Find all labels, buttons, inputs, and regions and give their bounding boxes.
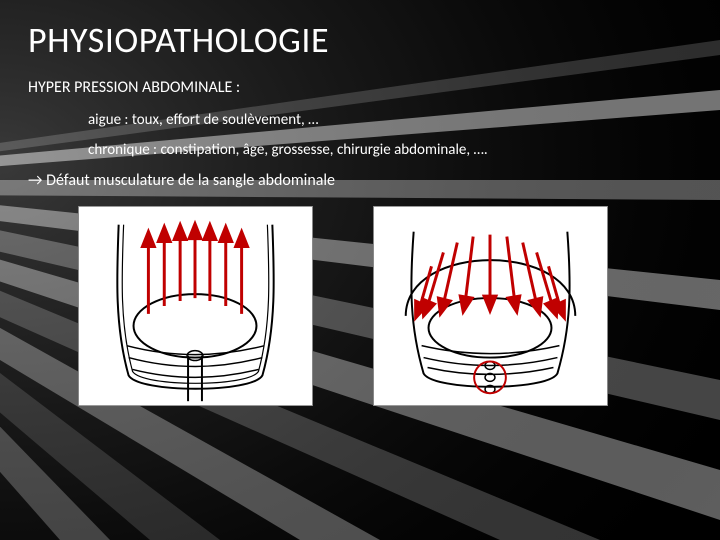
- slide-conclusion: → Défaut musculature de la sangle abdomi…: [28, 171, 692, 190]
- slide-content: PHYSIOPATHOLOGIE HYPER PRESSION ABDOMINA…: [0, 0, 720, 424]
- diagram-down-icon: [374, 206, 607, 406]
- figure-arrows-up: [78, 206, 313, 406]
- figure-row: [78, 206, 692, 406]
- bullet-1: aigue : toux, effort de soulèvement, …: [88, 111, 692, 129]
- figure-arrows-down: [373, 206, 608, 406]
- diagram-up-icon: [79, 206, 312, 406]
- slide-subtitle: HYPER PRESSION ABDOMINALE :: [28, 78, 692, 97]
- slide-title: PHYSIOPATHOLOGIE: [28, 18, 692, 62]
- bullet-2: chronique : constipation, âge, grossesse…: [88, 141, 692, 159]
